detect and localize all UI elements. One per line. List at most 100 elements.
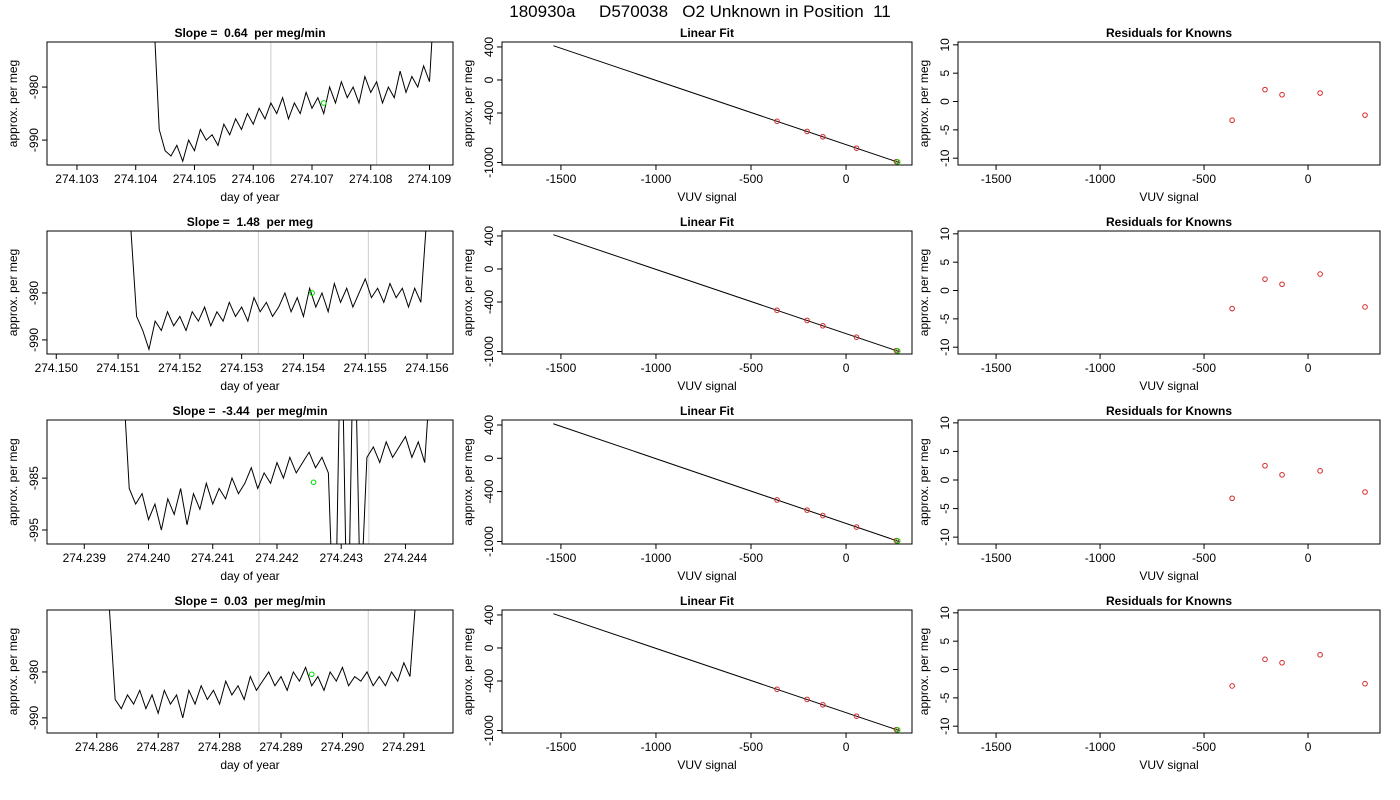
data-point bbox=[894, 348, 901, 354]
plot-area bbox=[1229, 462, 1368, 502]
y-axis-label: approx. per meg bbox=[6, 628, 20, 715]
y-tick-label: 400 bbox=[482, 415, 496, 435]
x-tick-label: 274.288 bbox=[198, 740, 242, 754]
x-tick-label: -500 bbox=[1192, 172, 1216, 186]
data-point bbox=[1317, 271, 1323, 277]
panel-title: Linear Fit bbox=[680, 26, 734, 40]
plot-frame bbox=[501, 419, 913, 545]
data-point bbox=[894, 159, 901, 165]
x-tick-label: -1000 bbox=[641, 361, 672, 375]
plot-area bbox=[553, 45, 901, 165]
x-axis-label: VUV signal bbox=[677, 758, 736, 772]
plot-frame bbox=[501, 609, 913, 734]
data-point bbox=[894, 727, 901, 733]
data-line bbox=[124, 420, 429, 544]
x-tick-label: 274.243 bbox=[320, 551, 364, 565]
y-tick-label: -995 bbox=[27, 518, 41, 542]
data-line bbox=[553, 613, 900, 732]
x-tick-label: 274.244 bbox=[384, 551, 428, 565]
data-point bbox=[309, 290, 315, 296]
y-tick-label: -10 bbox=[938, 528, 952, 546]
data-point bbox=[820, 133, 826, 140]
plot-area bbox=[1229, 86, 1368, 124]
x-tick-label: -500 bbox=[1192, 361, 1216, 375]
plot-area bbox=[553, 234, 901, 354]
x-tick-label: 0 bbox=[843, 740, 850, 754]
x-tick-label: -1500 bbox=[546, 551, 577, 565]
y-tick-label: -5 bbox=[938, 313, 952, 324]
y-tick-label: 0 bbox=[938, 666, 952, 673]
data-point bbox=[853, 145, 860, 151]
data-point bbox=[1262, 86, 1268, 93]
data-point bbox=[1229, 305, 1235, 312]
y-tick-label: -400 bbox=[482, 479, 496, 503]
x-tick-label: -1000 bbox=[641, 551, 672, 565]
x-tick-label: 274.241 bbox=[191, 551, 235, 565]
y-tick-label: 5 bbox=[938, 448, 952, 455]
data-point bbox=[1279, 659, 1285, 666]
y-tick-label: 5 bbox=[938, 70, 952, 77]
y-tick-label: 0 bbox=[482, 76, 496, 83]
y-tick-label: -980 bbox=[27, 281, 41, 305]
data-point bbox=[1262, 656, 1268, 663]
panel-title: Residuals for Knowns bbox=[1106, 594, 1232, 608]
y-tick-label: -10 bbox=[938, 149, 952, 167]
data-point bbox=[1362, 680, 1368, 687]
plot-frame bbox=[46, 41, 454, 166]
y-tick-label: -980 bbox=[27, 75, 41, 99]
x-tick-label: 274.106 bbox=[232, 172, 276, 186]
x-tick-label: 274.242 bbox=[255, 551, 299, 565]
x-tick-label: 274.109 bbox=[408, 172, 452, 186]
y-tick-label: -400 bbox=[482, 669, 496, 693]
x-tick-label: 274.239 bbox=[63, 551, 107, 565]
y-axis-label: approx. per meg bbox=[6, 438, 20, 525]
y-axis-label: approx. per meg bbox=[461, 60, 475, 147]
y-tick-label: 0 bbox=[938, 98, 952, 105]
y-tick-label: -990 bbox=[27, 706, 41, 730]
x-tick-label: 0 bbox=[1305, 361, 1312, 375]
x-tick-label: -500 bbox=[1192, 740, 1216, 754]
x-tick-label: 274.286 bbox=[75, 740, 119, 754]
y-tick-label: 10 bbox=[938, 38, 952, 52]
y-axis-label: approx. per meg bbox=[917, 438, 931, 525]
data-point bbox=[774, 497, 780, 503]
x-tick-label: 0 bbox=[843, 172, 850, 186]
y-axis-label: approx. per meg bbox=[461, 249, 475, 336]
figure-title: 180930a D570038 O2 Unknown in Position 1… bbox=[509, 2, 891, 21]
x-tick-label: -1500 bbox=[981, 361, 1012, 375]
data-point bbox=[1262, 462, 1268, 469]
x-tick-label: -500 bbox=[739, 361, 763, 375]
data-point bbox=[1279, 472, 1285, 478]
plot-frame bbox=[957, 609, 1381, 734]
y-tick-label: -1000 bbox=[482, 147, 496, 178]
x-axis-label: VUV signal bbox=[677, 379, 736, 393]
plot-frame bbox=[46, 230, 454, 355]
data-point bbox=[1229, 495, 1235, 502]
x-tick-label: 0 bbox=[1305, 740, 1312, 754]
y-tick-label: 0 bbox=[482, 265, 496, 272]
plot-area bbox=[1229, 271, 1368, 312]
data-line bbox=[130, 231, 427, 352]
x-axis-label: day of year bbox=[220, 190, 279, 204]
data-point bbox=[853, 334, 860, 340]
data-point bbox=[774, 118, 780, 125]
x-tick-label: -500 bbox=[1192, 551, 1216, 565]
x-tick-label: 274.291 bbox=[382, 740, 426, 754]
x-tick-label: -1000 bbox=[1085, 551, 1116, 565]
x-axis-label: VUV signal bbox=[1139, 569, 1198, 583]
y-axis-label: approx. per meg bbox=[461, 628, 475, 715]
x-tick-label: 274.154 bbox=[282, 361, 326, 375]
data-point bbox=[774, 307, 780, 314]
x-tick-label: -1500 bbox=[546, 361, 577, 375]
plot-area bbox=[124, 420, 429, 544]
data-point bbox=[853, 713, 860, 719]
x-tick-label: -500 bbox=[739, 551, 763, 565]
y-tick-label: -1000 bbox=[482, 715, 496, 746]
y-tick-label: -990 bbox=[27, 128, 41, 152]
data-line bbox=[553, 423, 900, 543]
data-point bbox=[1362, 489, 1368, 495]
y-tick-label: -10 bbox=[938, 717, 952, 735]
data-line bbox=[553, 234, 900, 353]
y-tick-label: 10 bbox=[938, 606, 952, 620]
